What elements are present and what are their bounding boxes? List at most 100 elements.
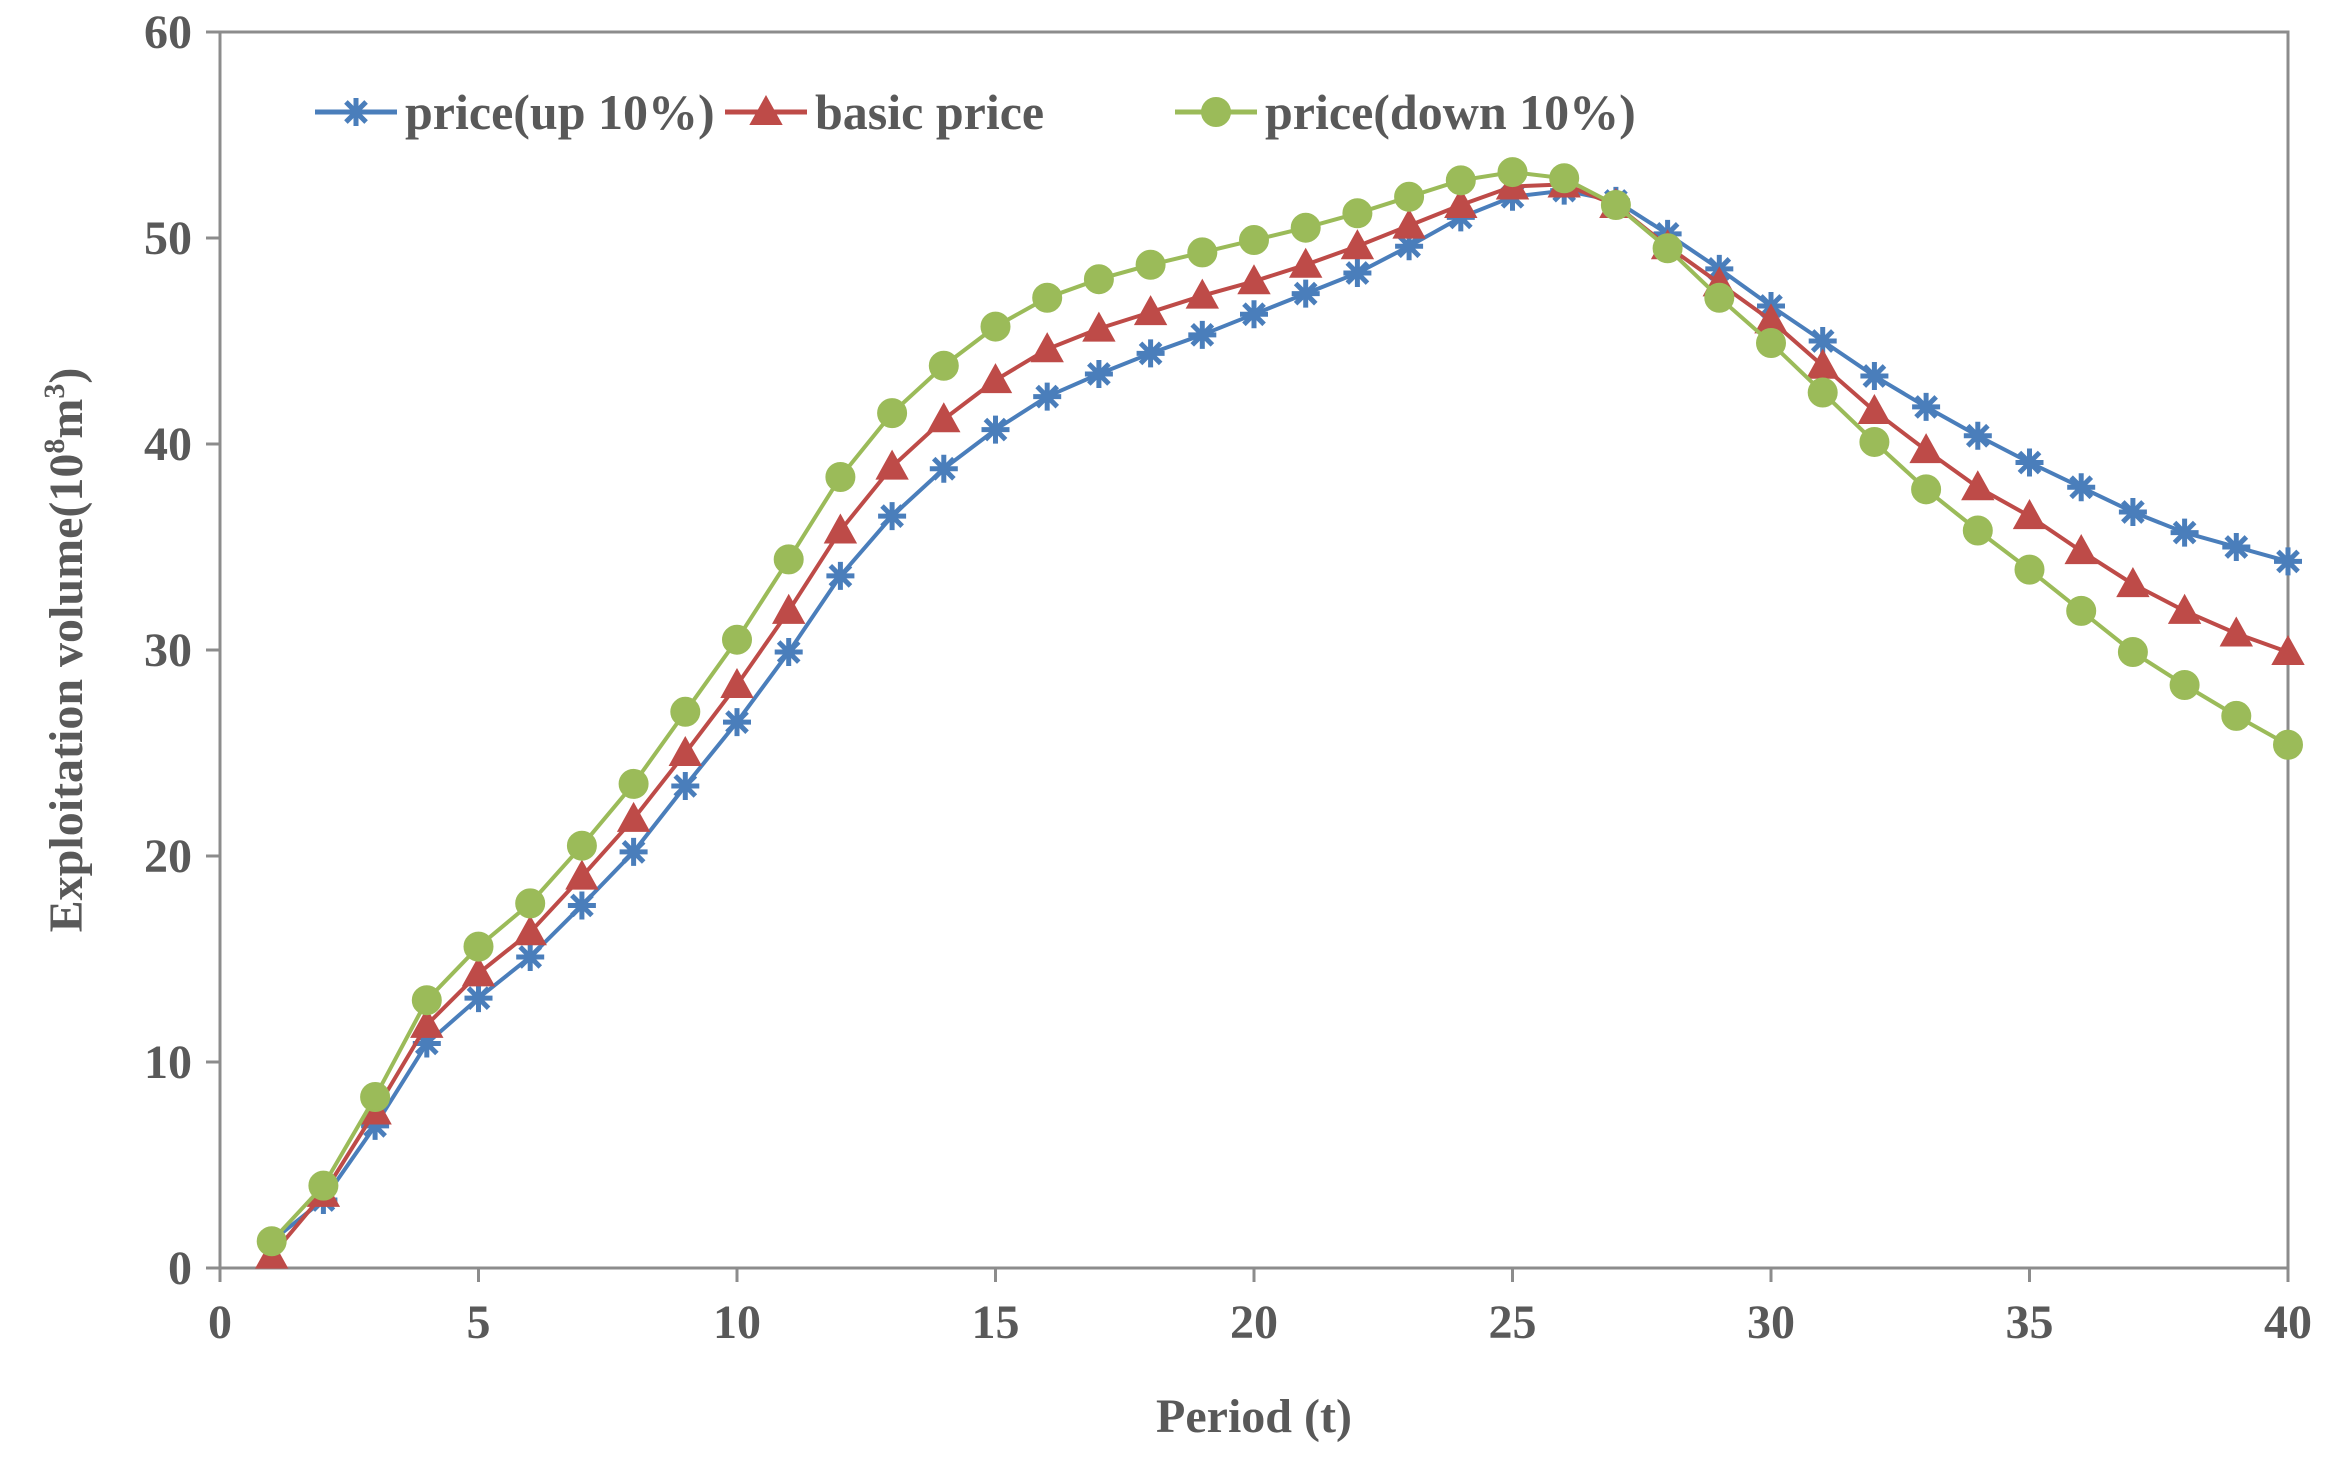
data-point-asterisk <box>1084 359 1113 388</box>
data-point-circle <box>2014 554 2045 585</box>
data-point-circle <box>2169 670 2200 701</box>
data-point-circle <box>877 398 908 429</box>
data-point-triangle <box>616 801 651 832</box>
series-line-circle <box>270 170 2289 1243</box>
data-point-asterisk <box>1860 362 1889 391</box>
data-point-triangle <box>2219 616 2253 647</box>
data-point-triangle <box>513 915 547 946</box>
data-point-asterisk <box>1343 259 1372 288</box>
data-point-circle <box>1135 249 1166 280</box>
data-point-triangle <box>823 513 858 544</box>
data-point-triangle <box>1082 311 1116 342</box>
data-point-triangle <box>2271 635 2305 666</box>
data-point-triangle <box>461 956 496 987</box>
x-tick-label: 0 <box>208 1296 232 1349</box>
series-circle <box>256 157 2303 1257</box>
data-point-triangle <box>410 1007 444 1038</box>
data-point-triangle <box>1340 229 1375 260</box>
data-point-asterisk <box>2170 518 2199 547</box>
y-tick-label: 30 <box>144 624 192 677</box>
data-point-asterisk <box>1395 232 1424 261</box>
data-point-circle <box>1290 212 1321 243</box>
data-point-circle <box>2066 595 2097 626</box>
data-point-asterisk <box>361 1111 390 1140</box>
data-point-circle <box>256 1226 287 1257</box>
y-axis-title-prefix: Exploitation volume(10 <box>40 454 93 933</box>
legend-label: price(down 10%) <box>1265 84 1636 140</box>
data-point-triangle <box>772 593 806 624</box>
series-line-triangle <box>270 182 2289 1257</box>
data-point-circle <box>1652 233 1683 264</box>
data-point-circle <box>1911 474 1942 505</box>
data-point-triangle <box>1237 264 1271 295</box>
data-point-asterisk <box>1136 339 1165 368</box>
y-axis: 0 10 20 30 40 50 60 <box>144 6 220 1295</box>
x-axis: 0 5 10 15 20 25 30 35 40 <box>208 1268 2312 1349</box>
data-point-triangle <box>565 859 599 890</box>
data-point-asterisk <box>929 454 958 483</box>
data-point-asterisk <box>567 891 596 920</box>
data-point-triangle <box>927 402 961 433</box>
data-point-asterisk <box>1188 320 1217 349</box>
data-point-asterisk <box>619 837 648 866</box>
data-point-circle <box>515 888 546 919</box>
data-point-triangle <box>1289 247 1323 278</box>
data-point-triangle <box>978 363 1013 394</box>
data-point-asterisk <box>1912 392 1941 421</box>
data-point-circle <box>1187 237 1218 268</box>
legend-item-circle: price(down 10%) <box>1175 84 1636 140</box>
data-point-asterisk <box>826 561 855 590</box>
x-tick-label: 40 <box>2264 1296 2312 1349</box>
data-point-triangle <box>720 667 754 699</box>
data-point-triangle <box>1133 295 1168 326</box>
data-point-asterisk <box>1240 300 1268 329</box>
series-layer <box>255 157 2305 1269</box>
data-point-circle <box>618 768 649 799</box>
data-point-triangle <box>2064 534 2098 565</box>
x-tick-label: 25 <box>1489 1296 1537 1349</box>
data-point-circle <box>566 830 597 861</box>
plot-area <box>218 30 2290 1270</box>
x-tick-label: 15 <box>972 1296 1020 1349</box>
data-point-circle <box>463 931 494 962</box>
x-tick-label: 35 <box>2006 1296 2054 1349</box>
data-point-triangle <box>1909 433 1943 464</box>
legend: price(up 10%) basic price price(down 10%) <box>315 84 1636 140</box>
data-point-asterisk <box>774 638 803 667</box>
data-point-triangle <box>1030 332 1064 363</box>
y-axis-title-unit: m <box>40 399 93 439</box>
data-point-circle <box>928 350 959 381</box>
data-point-circle <box>1083 264 1114 295</box>
data-point-circle <box>308 1170 339 1201</box>
data-point-circle <box>1549 163 1580 194</box>
legend-label: price(up 10%) <box>405 84 715 140</box>
x-tick-label: 10 <box>713 1296 761 1349</box>
y-tick-label: 60 <box>144 6 192 59</box>
data-point-asterisk <box>2274 547 2302 576</box>
data-point-triangle <box>2116 567 2150 598</box>
data-point-circle <box>1342 198 1373 229</box>
data-point-triangle <box>2167 593 2202 624</box>
data-point-asterisk <box>1808 327 1837 355</box>
data-point-circle <box>722 624 752 655</box>
legend-label: basic price <box>815 84 1044 140</box>
data-point-triangle <box>1185 278 1219 309</box>
data-point-triangle <box>668 735 702 766</box>
data-point-circle <box>1497 157 1528 188</box>
y-tick-label: 40 <box>144 418 192 471</box>
data-point-triangle <box>2012 499 2047 530</box>
data-point-circle <box>1756 328 1786 359</box>
legend-marker-circle <box>1201 97 1231 127</box>
data-point-asterisk <box>2118 497 2147 526</box>
data-point-triangle <box>1392 208 1426 239</box>
x-tick-label: 5 <box>467 1296 491 1349</box>
data-point-circle <box>825 461 856 492</box>
data-point-circle <box>2221 700 2252 731</box>
data-point-triangle <box>1444 187 1478 219</box>
data-point-circle <box>2273 729 2303 760</box>
data-point-asterisk <box>878 502 907 531</box>
data-point-circle <box>1807 377 1838 408</box>
data-point-triangle <box>875 449 909 480</box>
data-point-circle <box>360 1082 391 1113</box>
